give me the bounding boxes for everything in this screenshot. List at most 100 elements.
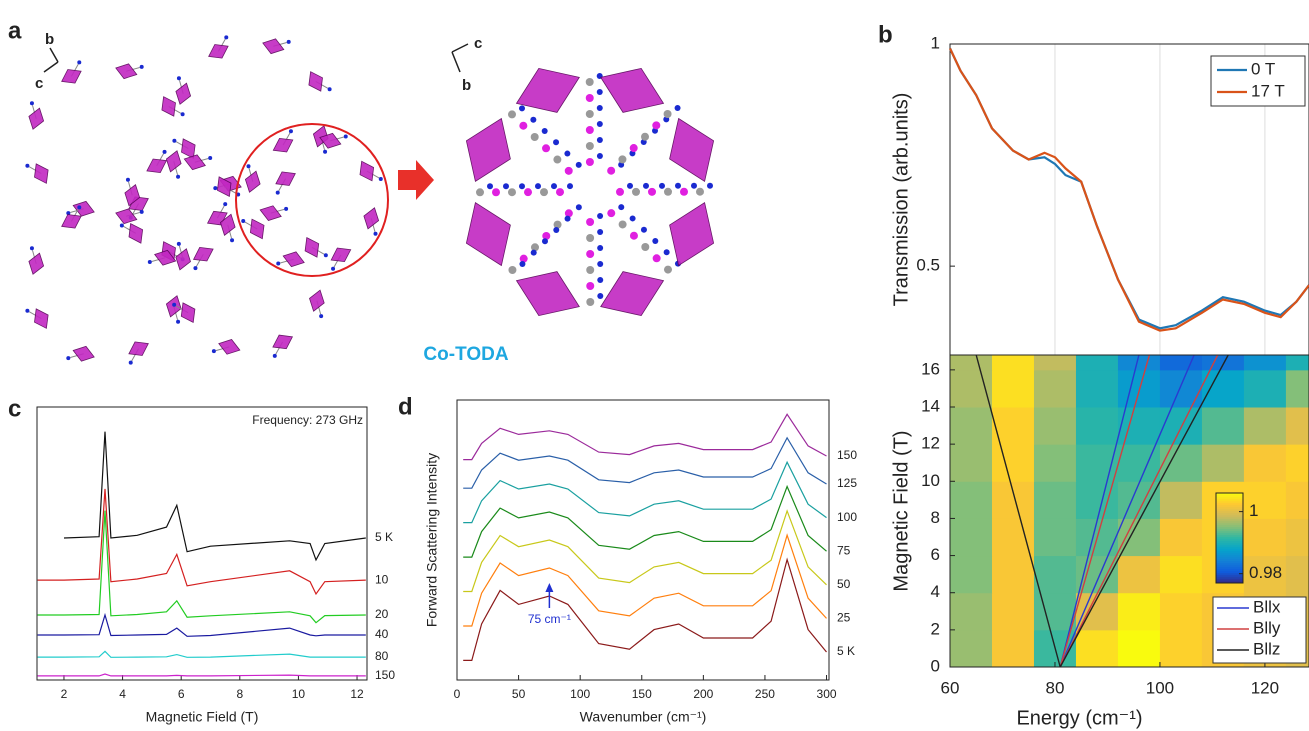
atom [230, 238, 235, 243]
polyhedron [216, 176, 232, 198]
x-tick-label: 50 [512, 687, 526, 701]
atom [674, 182, 681, 189]
atom [596, 121, 603, 128]
heatmap-cell [1243, 481, 1287, 519]
polyhedron [28, 252, 45, 275]
polyhedron [259, 205, 282, 221]
atom [519, 183, 526, 190]
compound-label: Co-TODA [423, 344, 508, 365]
colorbar-step [1216, 493, 1243, 496]
polyhedron [669, 117, 715, 182]
colorbar-step [1216, 525, 1243, 528]
atom [272, 353, 277, 358]
polyhedron [115, 208, 138, 225]
arrow [398, 160, 434, 200]
heatmap-cell [1201, 369, 1245, 408]
polyhedron [669, 202, 715, 267]
heatmap-cell [1243, 369, 1287, 408]
heatmap-cell [991, 629, 1035, 668]
colorbar-step [1216, 523, 1243, 526]
atom [585, 78, 594, 87]
polyhedron [515, 67, 580, 113]
panel-label: b [878, 21, 893, 48]
legend-box [1210, 55, 1306, 107]
atom [211, 349, 216, 354]
colorbar-step [1216, 535, 1243, 538]
atom [476, 188, 485, 197]
atom [519, 254, 528, 263]
atom [530, 243, 539, 252]
atom [551, 183, 558, 190]
y-tick-label: 16 [921, 359, 940, 378]
colorbar-step [1216, 511, 1243, 514]
series-label: 80 [375, 649, 389, 663]
atom [508, 110, 517, 119]
heatmap-cell [1159, 369, 1203, 408]
atom [193, 266, 198, 271]
atom [224, 35, 229, 40]
atom [564, 166, 573, 175]
atom [553, 226, 560, 233]
atom [615, 187, 624, 196]
atom [575, 204, 582, 211]
heatmap-cell [1243, 444, 1287, 482]
panel-label: d [398, 393, 413, 420]
x-tick-label: 120 [1251, 678, 1279, 697]
atom [66, 356, 71, 361]
atom [629, 231, 638, 240]
x-axis-label: Energy (cm⁻¹) [1016, 707, 1142, 729]
colorbar-step [1216, 563, 1243, 566]
polyhedron [282, 251, 305, 268]
heatmap-cell [1285, 481, 1309, 519]
atom [596, 105, 603, 112]
series-line [463, 413, 827, 461]
fit-line [1059, 354, 1219, 668]
atom [246, 164, 251, 169]
x-tick-label: 12 [350, 687, 364, 701]
x-tick-label: 100 [1146, 678, 1174, 697]
polyhedron [208, 44, 229, 59]
atom [629, 215, 636, 222]
colorbar-step [1216, 497, 1243, 500]
atom [29, 101, 34, 106]
atom [241, 219, 246, 224]
polyhedron [308, 71, 323, 92]
heatmap-cell [991, 444, 1035, 482]
colorbar-step [1216, 581, 1243, 584]
polyhedron [165, 150, 182, 173]
atom [284, 206, 289, 211]
heatmap-cell [1285, 444, 1309, 482]
y-tick-label: 10 [921, 471, 940, 490]
atom [564, 209, 573, 218]
atom [564, 150, 571, 157]
atom [596, 137, 603, 144]
atom [535, 183, 542, 190]
atom [585, 142, 594, 151]
y-tick-label: 2 [931, 619, 940, 638]
colorbar-step [1216, 505, 1243, 508]
atom [125, 177, 130, 182]
y-tick-label: 8 [931, 508, 940, 527]
series-label: 50 [837, 577, 851, 591]
series-label: 10 [375, 572, 389, 586]
atom [575, 161, 582, 168]
atom [640, 226, 647, 233]
series-line [463, 460, 827, 524]
atom [119, 223, 124, 228]
polyhedron [128, 222, 144, 244]
atom [553, 220, 562, 229]
colorbar-step [1216, 519, 1243, 522]
atom [596, 153, 603, 160]
polyhedron [249, 218, 265, 240]
colorbar-frame [1215, 492, 1244, 584]
annotation: Frequency: 273 GHz [252, 413, 363, 427]
heatmap-cell [1075, 629, 1119, 668]
atom [585, 158, 594, 167]
colorbar-step [1216, 567, 1243, 570]
y-axis-label: Transmission (arb.units) [890, 93, 912, 307]
atom [176, 319, 181, 324]
polyhedron [262, 38, 285, 55]
x-tick-label: 150 [632, 687, 652, 701]
series-label: 150 [375, 668, 395, 682]
polyhedron [61, 214, 82, 229]
